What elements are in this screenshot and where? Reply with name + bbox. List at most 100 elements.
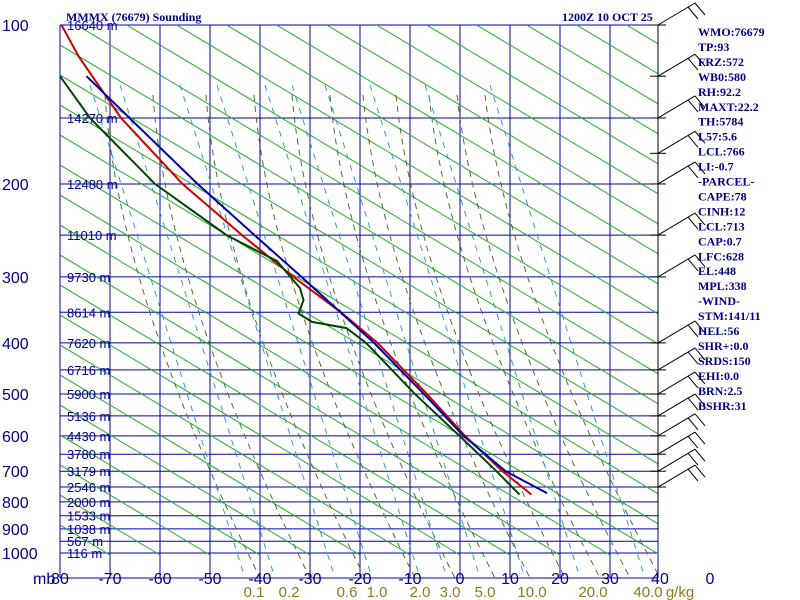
index-line: BRN:2.5 [698, 384, 742, 398]
pressure-tick: 200 [2, 177, 29, 194]
height-label: 3780 m [67, 447, 110, 462]
index-line: STM:141/11 [698, 309, 761, 323]
wind-barb-flag [687, 324, 699, 338]
height-label: 2000 m [67, 495, 110, 510]
wind-barb-flag [687, 375, 699, 389]
moist-adiabat [362, 94, 531, 578]
temperature-tick: -40 [248, 571, 271, 588]
wind-barb-flag [687, 351, 699, 365]
wind-barb-flag [694, 254, 706, 268]
mixing-ratio-line [291, 84, 448, 578]
wind-barb-staff [657, 371, 696, 395]
wind-barb-flag [687, 216, 699, 230]
index-line: FRZ:572 [698, 55, 744, 69]
wind-barb-flag [694, 131, 706, 144]
mixing-ratio-tick: g/kg [666, 584, 694, 600]
height-label: 12480 m [67, 177, 118, 192]
index-line: CAPE:78 [698, 189, 747, 203]
wind-barb-staff [657, 393, 696, 417]
wind-barb-flag [694, 448, 706, 462]
mixing-ratio-line [324, 84, 481, 578]
temperature-tick: 10 [501, 571, 519, 588]
mixing-ratio-line [216, 84, 373, 578]
mixing-ratio-line [489, 84, 646, 578]
dry-adiabat [175, 25, 658, 315]
dry-adiabat [60, 404, 311, 556]
wind-barb-flag [687, 99, 699, 113]
wind-barb-staff [657, 320, 696, 344]
temperature-tick: 20 [551, 571, 569, 588]
index-line: L57:5.6 [698, 130, 737, 144]
wind-barb-flag [694, 2, 706, 16]
wind-barb-flag [687, 258, 699, 272]
wind-barb-flag [694, 393, 706, 407]
dry-adiabat [60, 284, 511, 556]
mixing-ratio-line [89, 84, 246, 578]
index-line: CAP:0.7 [698, 234, 742, 248]
wind-barb-staff [657, 161, 696, 185]
wind-barb-flag [687, 452, 699, 466]
wind-barb-staff [657, 2, 696, 26]
mixing-ratio-tick: 10.0 [517, 584, 546, 600]
height-label: 1038 m [67, 522, 110, 537]
mixing-ratio-line [369, 84, 526, 578]
height-label: 8614 m [67, 305, 110, 320]
dry-adiabat [75, 25, 658, 375]
height-labels: 16640 m 14270 m 12480 m 11010 m 9730 m 8614 m… [67, 18, 118, 561]
height-label: 4430 m [67, 429, 110, 444]
dry-adiabat [125, 25, 658, 345]
index-line: LCL:766 [698, 145, 745, 159]
index-line: MPL:338 [698, 279, 747, 293]
wind-barb-flag [694, 464, 706, 478]
dry-adiabat [60, 44, 658, 405]
index-line: HEL:56 [698, 324, 739, 338]
index-line: RH:92.2 [698, 85, 741, 99]
wind-barb-staff [657, 212, 696, 236]
sounding-series [60, 25, 548, 496]
wind-barb-flag [694, 212, 706, 226]
pressure-tick: 1000 [2, 546, 38, 563]
mixing-ratio-tick: 5.0 [475, 584, 496, 600]
dry-adiabat [60, 344, 411, 556]
pressure-tick: 600 [2, 429, 29, 446]
dry-adiabat [60, 434, 261, 556]
pressure-tick: 900 [2, 522, 29, 539]
height-label: 5136 m [67, 409, 110, 424]
mixing-ratio-tick: 0.2 [279, 584, 300, 600]
temperature-tick: 0 [456, 571, 465, 588]
pressure-tick: 500 [2, 387, 29, 404]
temperature-tick: -20 [348, 571, 371, 588]
wind-barb-staff [657, 413, 696, 437]
dry-adiabat [60, 224, 611, 556]
index-line: BSHR:31 [698, 399, 747, 413]
mixing-ratio-line [179, 84, 336, 578]
mixing-ratio-tick: 2.0 [410, 584, 431, 600]
dry-adiabat [475, 25, 658, 135]
wind-barb-flag [694, 413, 706, 427]
temperature-tick-labels: 80 -70 -60 -50 -40 -30 -20 -10 0 10 20 30 40 0 [51, 571, 714, 588]
dry-adiabat [60, 254, 561, 556]
temperature-tick: 40 [651, 571, 669, 588]
wind-barb-flag [694, 320, 706, 334]
sounding-time: 1200Z 10 OCT 25 [562, 10, 653, 24]
dry-adiabat [60, 104, 658, 465]
indices-panel: WMO:76679TP:93FRZ:572WB0:580RH:92.2MAXT:… [698, 25, 765, 413]
mixing-ratio-tick: 40.0 [633, 584, 662, 600]
wind-barb-flag [694, 431, 706, 445]
index-line: CINH:12 [698, 204, 745, 218]
height-label: 567 m [67, 534, 103, 549]
moist-adiabat [253, 94, 416, 578]
wind-barb-flag [687, 435, 699, 449]
index-line: SHR+:0.0 [698, 339, 749, 353]
moist-adiabat [428, 94, 601, 578]
index-line: EL:448 [698, 264, 736, 278]
mixing-ratio-tick: 3.0 [440, 584, 461, 600]
wind-barb-flag [694, 347, 706, 361]
height-label: 9730 m [67, 270, 110, 285]
height-label: 2546 m [67, 480, 110, 495]
height-label: 7620 m [67, 336, 110, 351]
wind-barb-flag [694, 371, 706, 385]
wind-barb-flag [694, 161, 706, 175]
temperature-tick: 0 [706, 571, 715, 588]
